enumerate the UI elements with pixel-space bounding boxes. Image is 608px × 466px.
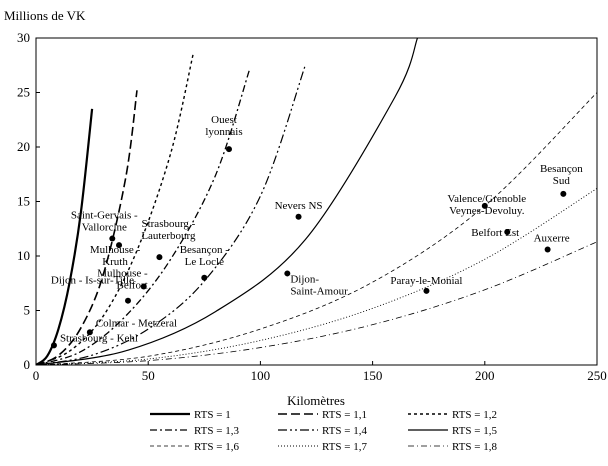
- y-tick-label: 30: [17, 30, 30, 45]
- data-label: Dijon-Saint-Amour: [290, 273, 348, 297]
- data-point: [560, 190, 567, 197]
- data-point: [109, 235, 116, 242]
- legend-label: RTS = 1,1: [322, 409, 367, 421]
- y-tick-label: 15: [17, 194, 30, 209]
- legend-label: RTS = 1: [194, 409, 231, 421]
- legend-label: RTS = 1,2: [452, 409, 497, 421]
- data-point: [156, 254, 163, 261]
- data-point: [225, 146, 232, 153]
- legend-label: RTS = 1,4: [322, 425, 367, 437]
- x-tick-label: 200: [475, 368, 495, 383]
- data-label: Ouest lyonnais: [205, 114, 242, 138]
- series-line: [36, 241, 597, 365]
- data-label: Auxerre: [534, 232, 570, 244]
- data-point: [295, 213, 302, 220]
- data-label: Saint-Gervais -Vallorcine: [71, 210, 138, 234]
- data-label: Paray-le-Monial: [390, 275, 462, 287]
- x-axis-label: Kilomètres: [287, 393, 345, 408]
- series-line: [36, 65, 306, 365]
- legend-label: RTS = 1,8: [452, 441, 497, 453]
- legend: RTS = 1 RTS = 1,1 RTS = 1,2 RTS = 1,3 RTS = …: [150, 409, 497, 453]
- series-line: [36, 108, 94, 365]
- series-line: [36, 188, 597, 365]
- data-point: [423, 287, 430, 294]
- data-point: [125, 297, 132, 304]
- x-tick-label: 150: [363, 368, 383, 383]
- data-label: Valence/Grenoble Veynes-Devoluy.: [447, 193, 526, 217]
- x-tick-label: 0: [33, 368, 40, 383]
- series-line: [36, 38, 419, 365]
- data-point: [50, 342, 57, 349]
- x-tick-label: 100: [251, 368, 271, 383]
- data-point: [201, 274, 208, 281]
- series-line: [36, 54, 194, 365]
- series-line: [36, 70, 250, 365]
- legend-label: RTS = 1,5: [452, 425, 497, 437]
- data-point: [504, 229, 511, 236]
- series-line: [36, 90, 138, 365]
- data-label: Dijon - Is-sur-Tille: [51, 275, 134, 287]
- data-label: Mulhouse -Belfort: [97, 268, 148, 292]
- data-point: [86, 329, 93, 336]
- data-label: Nevers NS: [275, 200, 323, 212]
- series-line: [36, 92, 597, 365]
- x-tick-label: 50: [142, 368, 155, 383]
- y-axis-label: Millions de VK: [4, 8, 86, 23]
- data-label: Besançon Sud: [540, 163, 583, 187]
- data-point: [116, 242, 123, 249]
- y-tick-label: 5: [24, 303, 31, 318]
- plot-area: 0 50 100 150 200 250 0 5 10 15 20 25 30 Strasbourg - …: [17, 30, 607, 383]
- data-label: Mulhouse -Kruth: [90, 244, 141, 268]
- x-tick-label: 250: [587, 368, 607, 383]
- curves: [36, 38, 597, 365]
- data-label: Strasbourg - Kehl: [60, 332, 138, 344]
- y-tick-label: 10: [17, 248, 30, 263]
- data-point: [481, 202, 488, 209]
- legend-label: RTS = 1,7: [322, 441, 367, 453]
- y-tick-label: 25: [17, 85, 30, 100]
- legend-label: RTS = 1,3: [194, 425, 239, 437]
- data-label: Besançon -Le Locle: [180, 244, 230, 268]
- data-label: Colmar - Metzeral: [96, 317, 177, 329]
- data-label: Strasbourg -Lauterbourg: [141, 218, 196, 242]
- y-tick-label: 20: [17, 139, 30, 154]
- data-label: Belfort Est: [471, 227, 519, 239]
- data-point: [284, 270, 291, 277]
- y-tick-label: 0: [24, 357, 31, 372]
- legend-label: RTS = 1,6: [194, 441, 239, 453]
- data-point: [140, 283, 147, 290]
- data-point: [544, 246, 551, 253]
